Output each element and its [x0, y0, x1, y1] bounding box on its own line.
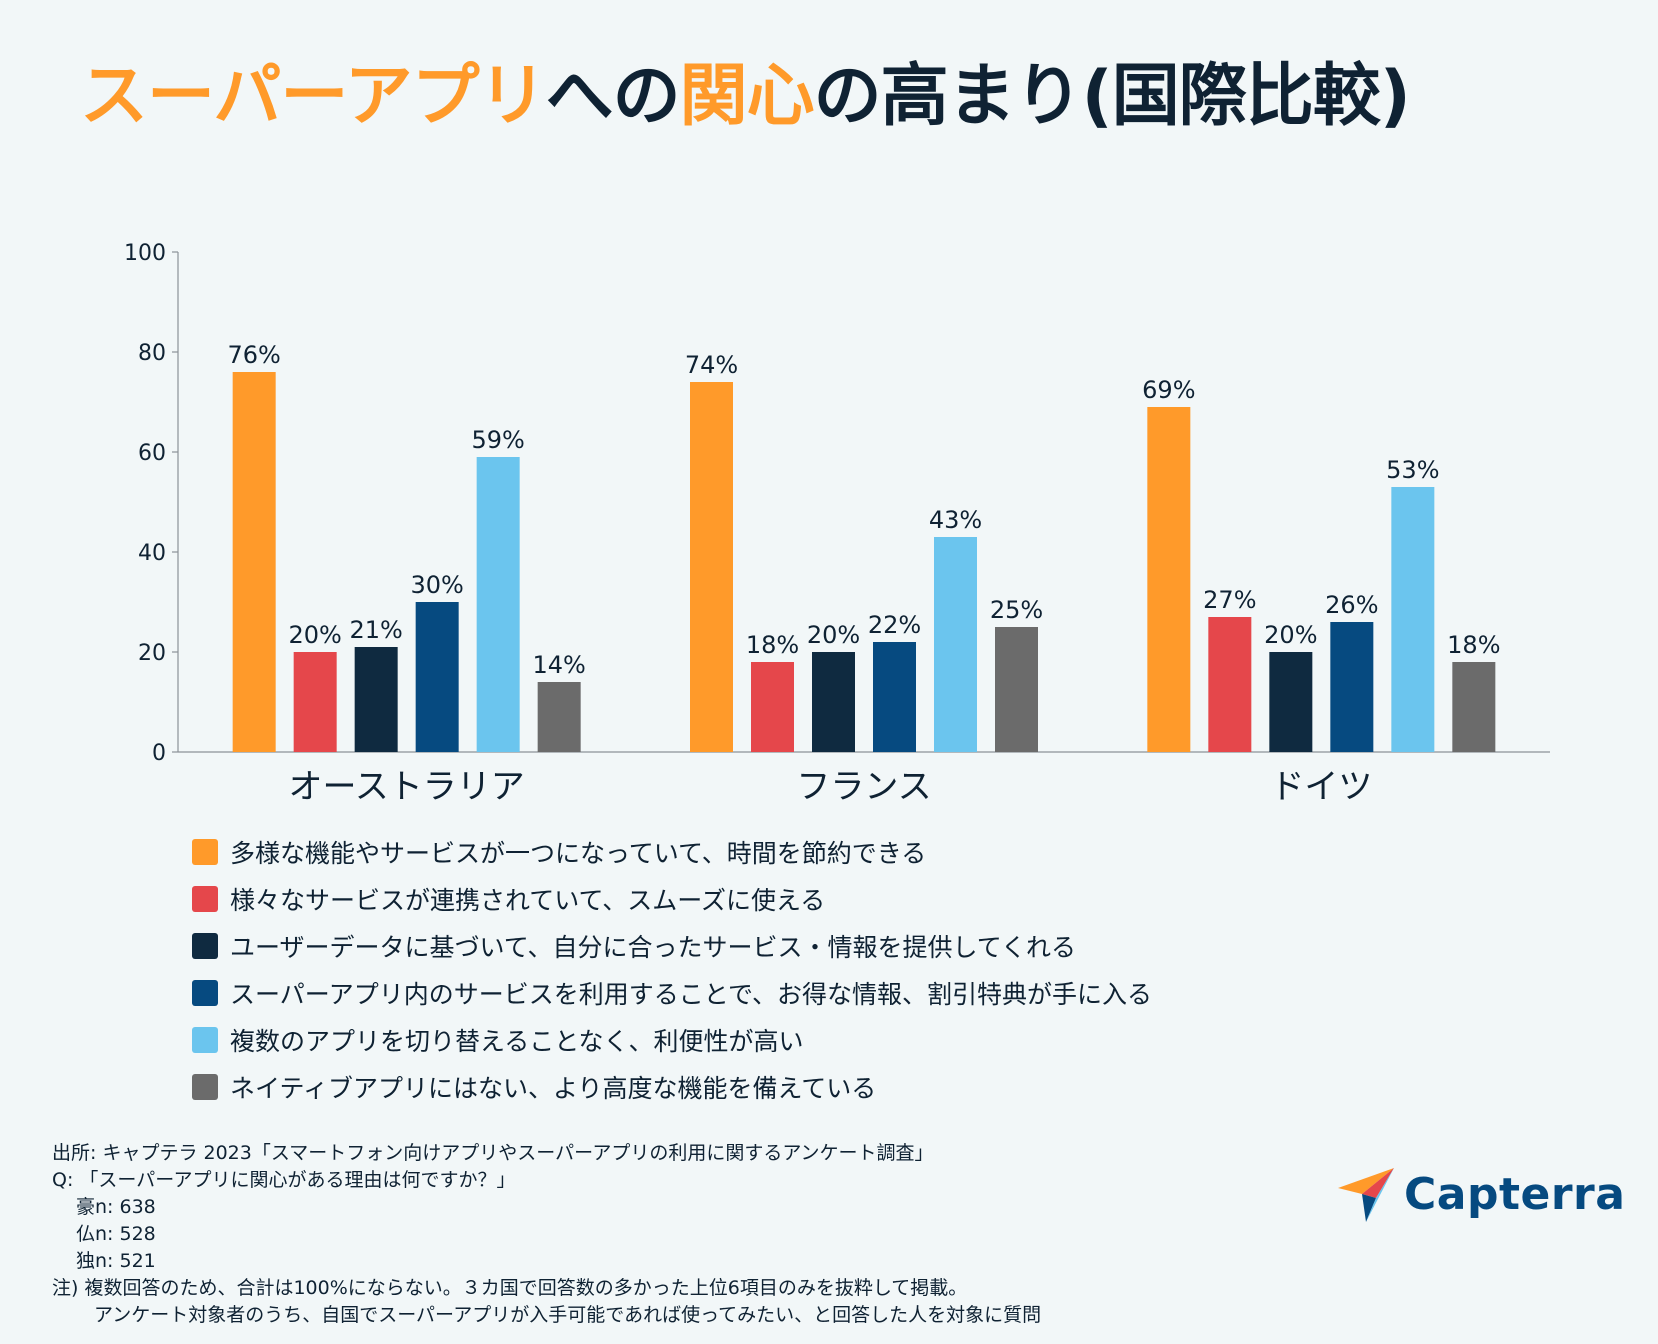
data-label: 20%	[807, 621, 860, 649]
legend-item: 様々なサービスが連携されていて、スムーズに使える	[192, 875, 1152, 922]
title-part-2: への	[545, 57, 681, 136]
data-label: 26%	[1325, 591, 1378, 619]
data-label: 76%	[227, 341, 280, 369]
data-label: 21%	[349, 616, 402, 644]
data-label: 14%	[532, 651, 585, 679]
bar-chart: 0 20 40 60 80 100 76% 20% 21% 30% 59% 14% オーストラリア 74%…	[124, 241, 1550, 807]
legend-item: ユーザーデータに基づいて、自分に合ったサービス・情報を提供してくれる	[192, 922, 1152, 969]
data-label: 20%	[1264, 621, 1317, 649]
sample-size-fr: 仏n: 528	[76, 1223, 156, 1245]
legend-item: 多様な機能やサービスが一つになっていて、時間を節約できる	[192, 828, 1152, 875]
y-tick-label: 80	[138, 341, 166, 366]
y-tick-label: 60	[138, 441, 166, 466]
y-tick-label: 40	[138, 541, 166, 566]
data-label: 59%	[471, 426, 524, 454]
bar	[1147, 407, 1191, 752]
legend-swatch	[192, 932, 218, 959]
bar	[476, 457, 520, 752]
legend-swatch	[192, 1026, 218, 1053]
bar	[751, 662, 794, 752]
y-tick-label: 20	[138, 641, 166, 666]
data-label: 27%	[1203, 586, 1256, 614]
legend-item: ネイティブアプリにはない、より高度な機能を備えている	[192, 1063, 1152, 1110]
legend-label: ネイティブアプリにはない、より高度な機能を備えている	[230, 1073, 877, 1103]
data-label: 18%	[746, 631, 799, 659]
bar	[415, 602, 459, 752]
y-tick-label: 0	[152, 741, 166, 766]
bar	[1391, 487, 1435, 752]
capterra-logo-text: Capterra	[1404, 1168, 1626, 1220]
page-title: スーパーアプリへの関心の高まり(国際比較)	[80, 40, 1411, 139]
bar	[690, 382, 733, 752]
data-label: 74%	[685, 351, 738, 379]
question-note: Q: 「スーパーアプリに関心がある理由は何ですか？」	[52, 1169, 516, 1191]
title-part-4: の高まり(国際比較)	[813, 57, 1411, 136]
bar	[537, 682, 581, 752]
data-label: 53%	[1386, 456, 1439, 484]
data-label: 20%	[288, 621, 341, 649]
legend-label: スーパーアプリ内のサービスを利用することで、お得な情報、割引特典が手に入る	[230, 979, 1153, 1009]
source-note: 出所: キャプテラ 2023「スマートフォン向けアプリやスーパーアプリの利用に関…	[52, 1142, 934, 1164]
bar	[1269, 652, 1313, 752]
data-label: 25%	[990, 596, 1043, 624]
data-label: 69%	[1142, 376, 1195, 404]
x-category-label: フランス	[796, 767, 931, 807]
bar	[1208, 617, 1252, 752]
title-part-1: スーパーアプリ	[80, 57, 547, 136]
legend-swatch	[192, 979, 218, 1006]
bar	[812, 652, 855, 752]
sample-size-de: 独n: 521	[76, 1250, 156, 1272]
y-tick-label: 100	[124, 241, 166, 266]
legend-swatch	[192, 1073, 218, 1100]
title-part-3: 関心	[679, 57, 815, 136]
data-label: 22%	[868, 611, 921, 639]
legend-label: 多様な機能やサービスが一つになっていて、時間を節約できる	[230, 838, 927, 868]
legend-label: 複数のアプリを切り替えることなく、利便性が高い	[230, 1026, 804, 1056]
chart-legend: 多様な機能やサービスが一つになっていて、時間を節約できる 様々なサービスが連携さ…	[192, 828, 1152, 1110]
x-category-label: オーストラリア	[289, 767, 525, 807]
bar	[873, 642, 916, 752]
bar	[232, 372, 276, 752]
legend-swatch	[192, 885, 218, 912]
capterra-logo: Capterra	[1336, 1166, 1625, 1222]
note-2: アンケート対象者のうち、自国でスーパーアプリが入手可能であれば使ってみたい、と回…	[94, 1304, 1042, 1326]
legend-swatch	[192, 838, 218, 865]
bar	[934, 537, 977, 752]
sample-size-au: 豪n: 638	[76, 1196, 156, 1218]
legend-label: 様々なサービスが連携されていて、スムーズに使える	[230, 885, 826, 915]
legend-label: ユーザーデータに基づいて、自分に合ったサービス・情報を提供してくれる	[230, 932, 1077, 962]
bar	[354, 647, 398, 752]
footnotes: 出所: キャプテラ 2023「スマートフォン向けアプリやスーパーアプリの利用に関…	[52, 1140, 1041, 1329]
data-label: 18%	[1447, 631, 1500, 659]
bar	[1452, 662, 1496, 752]
legend-item: 複数のアプリを切り替えることなく、利便性が高い	[192, 1016, 1152, 1063]
bar	[995, 627, 1038, 752]
bar	[1330, 622, 1374, 752]
note-1: 注) 複数回答のため、合計は100%にならない。３カ国で回答数の多かった上位6項…	[52, 1277, 968, 1299]
data-label: 30%	[410, 571, 463, 599]
data-label: 43%	[929, 506, 982, 534]
legend-item: スーパーアプリ内のサービスを利用することで、お得な情報、割引特典が手に入る	[192, 969, 1152, 1016]
capterra-logo-icon	[1338, 1168, 1394, 1222]
x-category-label: ドイツ	[1270, 767, 1372, 807]
bar	[293, 652, 337, 752]
